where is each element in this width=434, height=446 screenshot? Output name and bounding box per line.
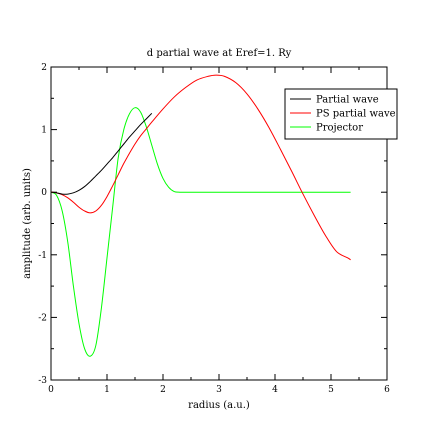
y-tick-label: 2 [41,63,47,73]
series-lines [50,74,351,357]
legend-label-partial-wave: Partial wave [316,95,379,106]
x-tick-label: 0 [48,385,54,395]
x-axis-label: radius (a.u.) [188,400,250,411]
legend: Partial wave PS partial wave Projector [284,88,398,140]
x-tick-label: 2 [160,385,166,395]
y-tick-label: -2 [38,313,47,323]
x-tick-label: 1 [104,385,110,395]
y-tick-label: 0 [41,188,47,198]
y-tick-label: -1 [38,251,47,261]
series-line-ps-partial-wave [50,74,351,261]
legend-label-ps-partial-wave: PS partial wave [316,109,396,120]
series-line-partial-wave [50,112,153,195]
x-tick-label: 3 [216,385,222,395]
tick-labels: 0 1 2 3 4 5 6 -3 -2 -1 0 1 2 [38,63,390,395]
chart-title: d partial wave at Eref=1. Ry [147,48,292,59]
y-axis-label: amplitude (arb. units) [22,168,33,279]
x-tick-label: 6 [384,385,390,395]
x-tick-label: 4 [272,385,278,395]
legend-box [284,88,398,140]
legend-label-projector: Projector [316,123,363,134]
series-line-projector [50,107,351,357]
y-tick-label: -3 [38,376,47,386]
y-tick-label: 1 [41,126,47,136]
x-tick-label: 5 [328,385,334,395]
